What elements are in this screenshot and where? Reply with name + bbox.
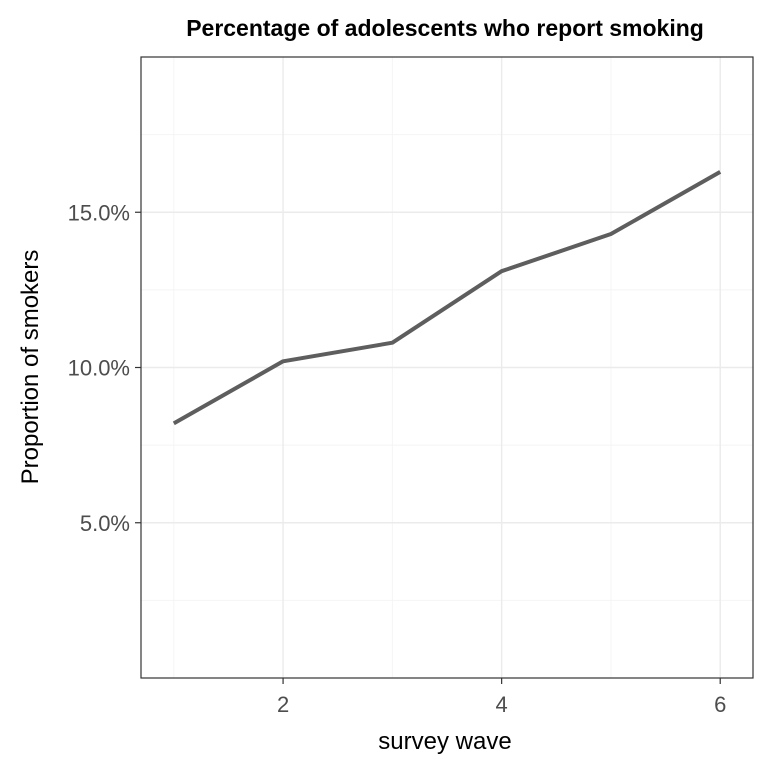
y-axis-title: Proportion of smokers	[17, 250, 44, 485]
series-layer	[172, 170, 722, 426]
grid	[141, 57, 753, 678]
y-axis: 5.0% 10.0% 15.0%	[68, 200, 141, 536]
x-tick-label: 6	[714, 692, 726, 717]
x-axis-title: survey wave	[378, 728, 511, 755]
x-tick-label: 2	[277, 692, 289, 717]
chart-title: Percentage of adolescents who report smo…	[186, 15, 704, 41]
y-tick-label: 15.0%	[68, 200, 130, 225]
series-line	[172, 170, 722, 426]
y-tick-label: 10.0%	[68, 356, 130, 381]
x-axis: 2 4 6	[277, 678, 726, 717]
y-tick-label: 5.0%	[80, 511, 130, 536]
x-tick-label: 4	[496, 692, 508, 717]
